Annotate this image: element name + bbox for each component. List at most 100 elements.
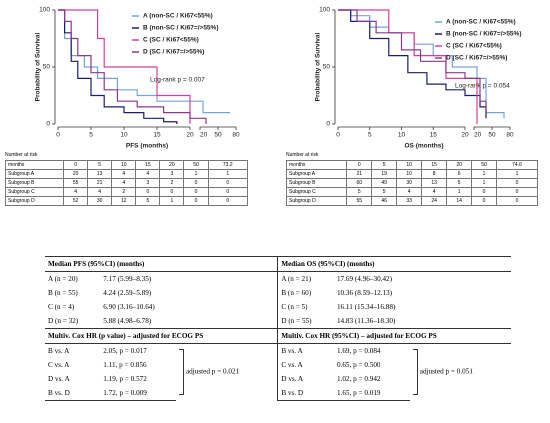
annotation: Log-rank p = 0.007 [150, 77, 205, 84]
header-cell: months [285, 160, 348, 170]
label-cell: B (n = 55) [48, 289, 78, 297]
x-tick-label: 20 [186, 132, 194, 139]
x-axis-label: PFS (months) [126, 143, 168, 150]
header-cell: 0 [63, 160, 89, 170]
legend-label: C (SC / Ki67<55%) [143, 37, 199, 44]
x-tick-label: 50 [488, 132, 496, 139]
survival-curve [338, 9, 505, 119]
label-cell: B vs. D [277, 386, 334, 401]
cell: 0 [183, 196, 209, 206]
label-cell: B vs. A [277, 343, 334, 358]
cell: 30 [87, 196, 113, 206]
legend-label: A (non-SC / Ki67<55%) [446, 19, 516, 26]
header-cell: 15 [135, 160, 161, 170]
survival-curve [58, 9, 230, 114]
row: B (n = 55) 4.24 (2.59–5.89) B (n = 60) 10.3… [45, 286, 511, 300]
label-cell: D vs. A [277, 372, 334, 386]
label-cell: B vs. A [48, 347, 70, 355]
cell: 10 [396, 169, 423, 179]
value-cell: 1.11, p = 0.856 [103, 361, 147, 369]
cell: 60 [346, 178, 373, 188]
value-cell: 1.65, p = 0.019 [333, 386, 410, 401]
value-cell: 4.24 (2.59–5.89) [103, 289, 152, 297]
survival-curve [58, 9, 207, 124]
cell: 21 [87, 178, 113, 188]
cell: Subgroup A [285, 169, 348, 179]
cell: 4 [87, 187, 113, 197]
header-cell: 20 [446, 160, 473, 170]
y-tick-label: 0 [326, 121, 330, 128]
header-cell: 73.2 [207, 160, 249, 170]
cell: Subgroup C [285, 187, 348, 197]
x-tick-label: 20 [474, 132, 482, 139]
row: A (n = 20) 7.17 (5.99–8.35) A (n = 21) 17.6… [45, 271, 511, 286]
adjusted-p: adjusted p = 0.051 [419, 367, 473, 376]
cell: 5 [371, 187, 398, 197]
legend-label: B (non-SC / Ki67=/>55%) [143, 25, 219, 32]
header-cell: 20 [159, 160, 185, 170]
adjusted-cell: adjusted p = 0.021 [176, 344, 278, 401]
cell: 6 [446, 169, 473, 179]
header-cell: Multiv. Cox HR (p value) – adjusted for … [45, 328, 278, 344]
cell: 14 [446, 196, 473, 206]
cell: 1 [471, 178, 498, 188]
label-cell: B (n = 60) [277, 286, 334, 300]
cell: 5 [346, 187, 373, 197]
cell: 5 [135, 196, 161, 206]
cell: 49 [371, 178, 398, 188]
cell: 5 [446, 178, 473, 188]
value-cell: 14.83 (11.36–18.30) [336, 317, 396, 325]
row: B vs. D 1.72, p = 0.009 B vs. D 1.65, p = 0… [45, 386, 511, 401]
cell: 0 [496, 187, 538, 197]
cell: 0 [207, 187, 249, 197]
value-cell: 5.88 (4.98–6.78) [103, 317, 152, 325]
risk-table: Number at risk months 0 5 10 15 20 50 74.6 Subgro… [285, 152, 538, 206]
x-tick-label: 10 [120, 132, 128, 139]
label-cell: C vs. A [277, 358, 334, 372]
x-axis-label: OS (months) [405, 143, 444, 150]
header-cell: 5 [87, 160, 113, 170]
x-tick-label: 50 [214, 132, 222, 139]
cell: 0 [207, 196, 249, 206]
cell: Subgroup B [4, 178, 65, 188]
row: Subgroup D 55 46 33 24 14 0 0 [285, 196, 538, 206]
label-cell: C (n = 4) [48, 303, 75, 311]
cell: 1 [471, 169, 498, 179]
survival-curve [338, 9, 487, 113]
header-cell: Multiv. Cox HR (95%CI) – adjusted for EC… [277, 328, 511, 344]
cell: 0 [471, 196, 498, 206]
y-tick-label: 50 [43, 64, 51, 71]
row: B vs. A 2.05, p = 0.017 adjusted p = 0.021… [45, 343, 511, 396]
y-axis-label: Probability of Survival [35, 32, 42, 101]
cell: 2 [159, 178, 185, 188]
cell: 3 [135, 178, 161, 188]
label-cell: C (n = 5) [277, 300, 334, 314]
cell: 13 [87, 169, 113, 179]
header-row: Multiv. Cox HR (p value) – adjusted for … [45, 328, 511, 344]
label-cell: A (n = 20) [48, 275, 78, 283]
header-cell: months [4, 160, 65, 170]
row: Subgroup D 52 30 12 5 1 0 0 [4, 196, 249, 206]
x-tick-label: 0 [336, 132, 340, 139]
cell: 0 [159, 187, 185, 197]
risk-table: Number at risk months 0 5 10 15 20 50 73.2 Subgro… [4, 152, 249, 206]
row: D (n = 32) 5.88 (4.98–6.78) D (n = 55) 14.8… [45, 314, 511, 329]
cell: 1 [159, 196, 185, 206]
cell: 0 [183, 187, 209, 197]
y-tick-label: 50 [323, 64, 331, 71]
x-tick-label: 5 [89, 132, 93, 139]
cell: 12 [111, 196, 137, 206]
table: Median PFS (95%CI) (months) Median OS (95… [45, 256, 511, 401]
cell: 46 [371, 196, 398, 206]
row: Subgroup B 55 21 4 3 2 0 0 [4, 178, 249, 188]
header-cell: Median PFS (95%CI) (months) [45, 256, 278, 272]
survival-curve [58, 9, 191, 124]
bracket [412, 349, 418, 396]
header-cell: 10 [396, 160, 423, 170]
value-cell: 2.05, p = 0.017 [103, 347, 147, 355]
cell: 1 [446, 187, 473, 197]
y-tick-label: 100 [39, 7, 50, 14]
